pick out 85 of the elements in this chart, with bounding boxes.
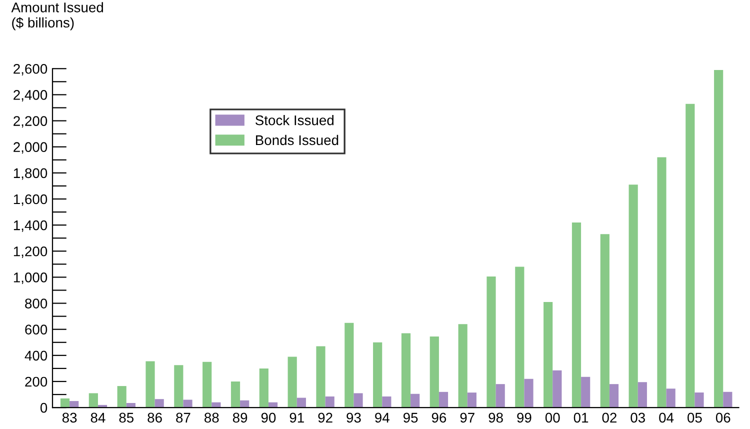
bar — [524, 378, 534, 408]
bar — [458, 324, 468, 408]
bar — [296, 398, 306, 408]
bar — [723, 392, 732, 408]
x-tick-label: 87 — [176, 412, 190, 423]
bar — [628, 184, 638, 408]
bar — [240, 400, 250, 408]
bar — [344, 322, 354, 408]
bar — [154, 399, 164, 408]
x-tick-label: 83 — [62, 412, 77, 423]
bar — [600, 234, 610, 408]
x-tick-label: 97 — [460, 412, 474, 423]
bar — [382, 396, 392, 408]
bar — [146, 361, 155, 408]
bar — [430, 336, 439, 408]
bar — [354, 393, 363, 408]
bar — [259, 368, 268, 408]
legend-label: Bonds Issued — [256, 134, 338, 146]
x-tick-label: 94 — [375, 412, 390, 423]
legend-label: Stock Issued — [255, 115, 334, 126]
y-tick-label: 2,000 — [14, 142, 48, 154]
x-tick-label: 03 — [630, 412, 645, 423]
x-tick-label: 90 — [261, 412, 276, 423]
bar — [230, 381, 240, 408]
bar — [657, 157, 666, 408]
bar — [174, 365, 184, 408]
x-tick-label: 99 — [517, 412, 532, 423]
y-tick-label: 400 — [24, 350, 48, 361]
y-axis-title: Amount Issued ($ billions) — [11, 2, 103, 30]
x-tick-label: 84 — [90, 412, 106, 423]
y-tick-label: 600 — [25, 324, 48, 335]
x-tick-label: 01 — [574, 412, 588, 423]
x-tick-label: 95 — [403, 412, 418, 423]
bar — [401, 333, 411, 408]
x-tick-label: 86 — [148, 412, 162, 423]
bar — [581, 376, 590, 408]
bar — [70, 401, 79, 408]
bar — [467, 392, 476, 408]
x-tick-label: 00 — [545, 412, 560, 423]
bar — [694, 392, 704, 408]
y-tick-label: 2,200 — [14, 116, 48, 128]
bar — [288, 356, 297, 408]
x-tick-label: 92 — [318, 412, 332, 423]
bar — [714, 70, 724, 408]
bar — [316, 346, 326, 408]
y-tick-label: 1,200 — [14, 246, 48, 258]
bar — [609, 384, 619, 408]
x-tick-label: 93 — [346, 412, 361, 423]
bar — [686, 104, 695, 408]
x-tick-label: 05 — [688, 412, 702, 423]
x-tick-label: 89 — [232, 412, 248, 423]
y-tick-label: 1,000 — [14, 272, 48, 284]
y-tick-label: 2,400 — [14, 90, 48, 102]
bar — [515, 266, 524, 408]
bar — [438, 392, 448, 408]
x-tick-label: 88 — [204, 412, 219, 423]
x-tick-label: 06 — [716, 412, 730, 423]
bar — [117, 386, 126, 408]
x-tick-label: 02 — [602, 412, 616, 423]
bar — [373, 342, 382, 408]
y-tick-label: 0 — [40, 402, 48, 413]
bar — [88, 393, 98, 408]
bar — [572, 222, 582, 408]
x-tick-label: 96 — [432, 412, 446, 423]
bar — [552, 370, 562, 408]
x-tick-label: 91 — [290, 412, 304, 423]
y-tick-label: 200 — [25, 376, 48, 387]
bar — [202, 362, 212, 408]
bar — [666, 388, 676, 408]
bar — [60, 398, 70, 408]
bar — [544, 302, 553, 408]
y-tick-label: 1,800 — [14, 168, 48, 180]
y-tick-label: 2,600 — [14, 64, 48, 76]
bar — [325, 396, 334, 408]
x-tick-label: 98 — [488, 412, 503, 423]
bar — [638, 382, 647, 408]
y-tick-label: 1,600 — [14, 194, 48, 206]
bar — [410, 394, 420, 408]
bar — [496, 384, 505, 408]
bar — [486, 276, 496, 408]
y-tick-label: 800 — [25, 298, 48, 308]
x-tick-label: 85 — [119, 412, 134, 423]
y-tick-label: 1,400 — [14, 220, 48, 232]
bar — [183, 400, 192, 408]
x-tick-label: 04 — [659, 412, 674, 423]
